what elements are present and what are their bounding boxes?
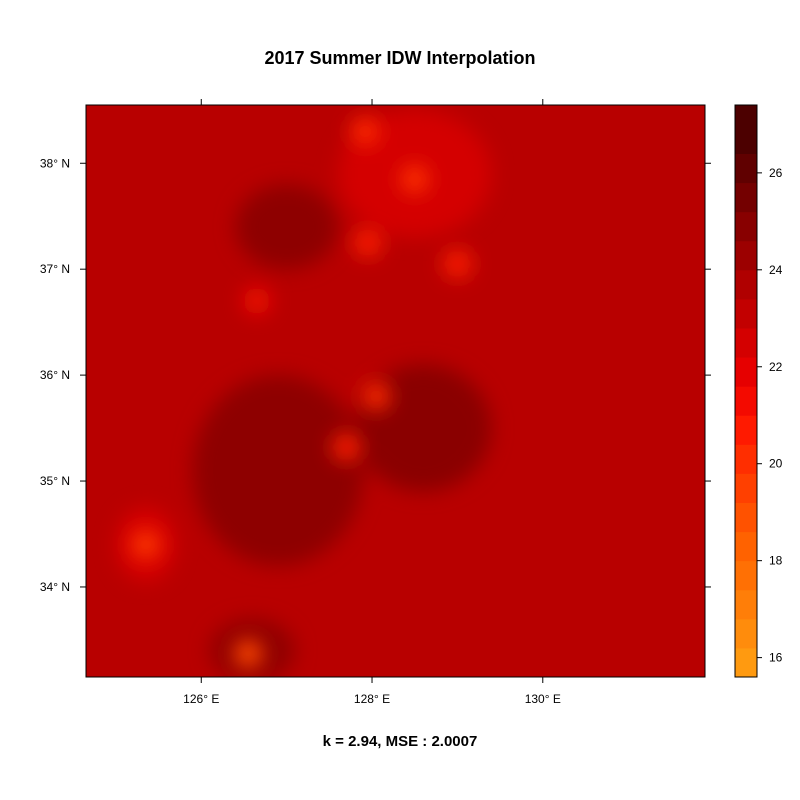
colorbar-tick-label: 20 [769, 457, 783, 471]
colorbar-level [735, 444, 757, 474]
colorbar-level [735, 153, 757, 184]
colorbar-level [735, 531, 757, 562]
colorbar-level [735, 357, 757, 387]
colorbar-tick-label: 22 [769, 360, 783, 374]
x-tick-label: 126° E [183, 692, 219, 706]
colorbar-level [735, 589, 757, 620]
colorbar-level [735, 473, 757, 503]
colorbar-level [735, 618, 757, 649]
colorbar-level [735, 240, 757, 271]
y-tick-label: 37° N [40, 262, 70, 276]
colorbar-level [735, 415, 757, 445]
x-tick-label: 130° E [525, 692, 561, 706]
y-tick-label: 34° N [40, 580, 70, 594]
colorbar-level [735, 327, 757, 358]
colorbar-level [735, 298, 757, 329]
map-title: 2017 Summer IDW Interpolation [264, 48, 536, 68]
station-hotspot [400, 165, 429, 194]
temperature-zone [192, 375, 364, 566]
colorbar-tick-label: 18 [769, 554, 783, 568]
colorbar-tick-label: 24 [769, 263, 783, 277]
colorbar-level [735, 105, 757, 154]
temperature-zone [235, 184, 338, 270]
colorbar-frame [734, 104, 758, 678]
colorbar-level [735, 560, 757, 591]
y-tick-label: 35° N [40, 474, 70, 488]
colorbar-level [735, 502, 757, 533]
colorbar-level [735, 647, 757, 678]
station-hotspot [242, 286, 271, 315]
y-tick-label: 36° N [40, 368, 70, 382]
colorbar-level [735, 182, 757, 213]
colorbar-level [735, 386, 757, 416]
colorbar-tick-label: 16 [769, 651, 783, 665]
station-hotspot [234, 639, 263, 668]
station-hotspot [351, 117, 380, 146]
colorbar-level [735, 211, 757, 242]
station-hotspot [443, 249, 472, 278]
map-frame [85, 104, 706, 678]
station-hotspot [362, 382, 391, 411]
station-hotspot [353, 228, 382, 257]
colorbar-tick-label: 26 [769, 166, 783, 180]
station-hotspot [332, 433, 361, 462]
colorbar-level [735, 269, 757, 300]
station-hotspot [131, 530, 160, 559]
model-stats: k = 2.94, MSE : 2.0007 [322, 733, 478, 750]
x-tick-label: 128° E [354, 692, 390, 706]
y-tick-label: 38° N [40, 156, 70, 170]
